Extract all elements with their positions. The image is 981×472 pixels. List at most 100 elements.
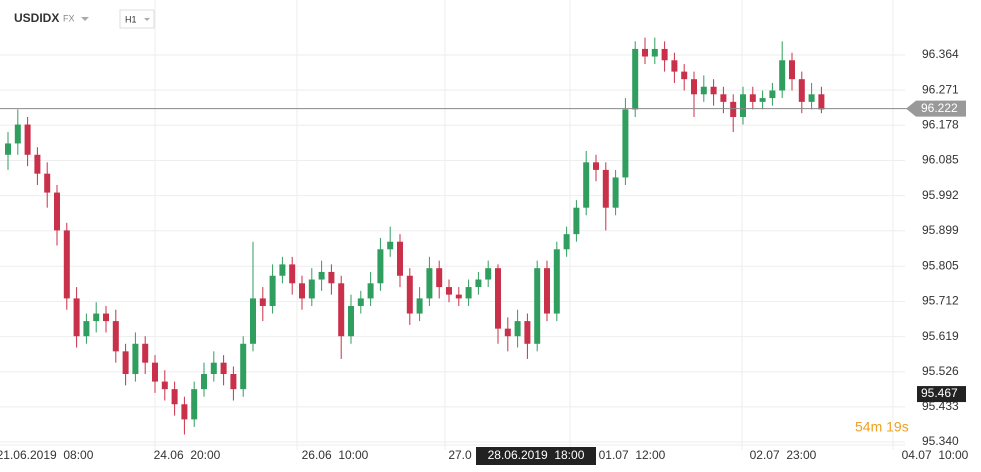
- x-tick-label: 01.07 12:00: [599, 448, 666, 462]
- candle-body: [171, 389, 178, 405]
- y-tick-label: 95.992: [922, 188, 959, 202]
- candle-body: [446, 287, 452, 295]
- candle-body: [808, 94, 815, 102]
- symbol[interactable]: USDIDX: [14, 11, 59, 25]
- candle-body: [524, 321, 531, 344]
- candle-body: [759, 98, 766, 102]
- crosshair-label: 28.06.2019 18:00: [488, 448, 585, 462]
- candle-body: [328, 271, 335, 284]
- candle-body: [789, 60, 795, 80]
- candle-body: [534, 268, 541, 344]
- candle-body: [152, 362, 158, 382]
- candle-body: [387, 241, 394, 250]
- y-tick-label: 95.526: [922, 364, 959, 378]
- candle-body: [181, 404, 188, 420]
- candle-body: [83, 321, 90, 337]
- candle-body: [671, 60, 678, 72]
- candle-body: [14, 124, 21, 144]
- candle-body: [44, 173, 51, 193]
- candle-body: [642, 48, 648, 57]
- dropdown-arrow[interactable]: [81, 17, 89, 21]
- candle-body: [544, 268, 550, 314]
- y-tick-label: 95.805: [922, 258, 959, 272]
- candle-body: [426, 268, 433, 299]
- candle-body: [318, 271, 325, 280]
- candle-body: [299, 283, 305, 299]
- candle-body: [397, 241, 403, 276]
- candle-body: [93, 313, 100, 322]
- candle-body: [514, 321, 521, 337]
- timeframe[interactable]: H1: [125, 14, 137, 24]
- candle-body: [798, 79, 805, 102]
- candle-body: [495, 268, 501, 329]
- candle-body: [63, 230, 70, 299]
- candle-body: [122, 351, 129, 375]
- candle-body: [308, 279, 315, 299]
- candle-body: [553, 249, 560, 314]
- candle-body: [455, 294, 462, 299]
- candle-body: [465, 287, 472, 299]
- candle-body: [651, 48, 658, 57]
- x-tick-label: 04.07 10:00: [902, 448, 969, 462]
- candle-body: [583, 162, 590, 208]
- market[interactable]: FX: [63, 13, 75, 23]
- candle-body: [573, 207, 580, 235]
- candle-body: [240, 343, 247, 390]
- dropdown-arrow[interactable]: [144, 18, 150, 21]
- candle-body: [416, 298, 423, 314]
- candle-body: [740, 94, 746, 117]
- candle-body: [269, 275, 276, 306]
- candle-body: [338, 283, 345, 337]
- candle-body: [769, 90, 776, 99]
- candle-body: [24, 124, 31, 155]
- candle-body: [622, 109, 629, 178]
- y-tick-label: 96.364: [922, 47, 959, 61]
- x-tick-label: 24.06 20:00: [154, 448, 221, 462]
- candle-body: [54, 192, 60, 231]
- y-tick-label: 95.340: [922, 434, 959, 448]
- candle-body: [710, 86, 717, 95]
- candle-body: [73, 298, 80, 337]
- y-tick-label: 95.433: [922, 399, 959, 413]
- candle-body: [681, 71, 688, 80]
- candle-body: [563, 234, 570, 250]
- price-tag: [906, 100, 966, 117]
- x-tick-label: 21.06.2019 08:00: [0, 448, 94, 462]
- candle-body: [201, 374, 207, 390]
- candle-body: [632, 48, 639, 110]
- candle-body: [250, 298, 256, 344]
- candle-body: [730, 101, 737, 117]
- y-tick-label: 96.085: [922, 153, 959, 167]
- low-marker-box: [917, 386, 966, 403]
- timeframe-box[interactable]: [119, 9, 155, 29]
- x-tick-label: 27.0: [448, 448, 472, 462]
- x-tick-label: 02.07 23:00: [750, 448, 817, 462]
- countdown: 54m 19s: [855, 419, 909, 435]
- candle-body: [720, 94, 727, 102]
- candle-body: [142, 343, 149, 363]
- candle-body: [593, 162, 599, 170]
- x-tick-label: 26.06 10:00: [302, 448, 369, 462]
- candle-body: [475, 279, 482, 288]
- y-tick-label: 95.712: [922, 294, 959, 308]
- candle-body: [259, 298, 266, 306]
- candle-body: [5, 143, 11, 155]
- low-marker-label: 95.467: [921, 386, 958, 400]
- candle-body: [818, 94, 825, 110]
- candle-body: [436, 268, 443, 288]
- candle-body: [691, 79, 697, 95]
- candle-body: [161, 381, 168, 390]
- candle-body: [279, 264, 286, 276]
- y-tick-label: 96.271: [922, 82, 959, 96]
- candle-body: [34, 154, 41, 174]
- candle-body: [700, 86, 707, 95]
- candle-body: [191, 389, 198, 420]
- candle-body: [132, 343, 139, 375]
- candle-body: [210, 362, 217, 375]
- candle-body: [612, 177, 619, 208]
- candle-body: [779, 60, 786, 91]
- candle-body: [485, 268, 492, 280]
- candle-body: [377, 249, 384, 284]
- candle-body: [289, 264, 296, 284]
- candle-body: [230, 374, 237, 390]
